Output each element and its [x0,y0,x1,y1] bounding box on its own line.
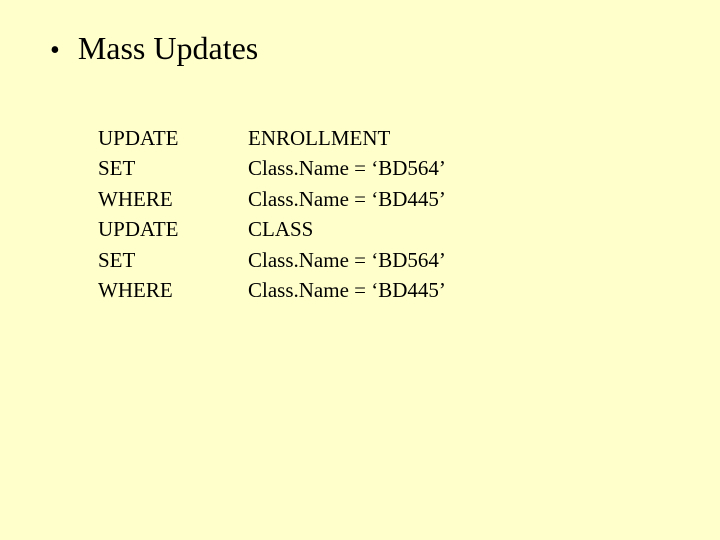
slide: • Mass Updates UPDATE SET WHERE UPDATE S… [0,0,720,336]
bullet-icon: • [50,37,60,65]
sql-values-column: ENROLLMENT Class.Name = ‘BD564’ Class.Na… [248,123,446,306]
sql-keywords-column: UPDATE SET WHERE UPDATE SET WHERE [98,123,248,306]
sql-keyword: WHERE [98,275,248,305]
heading-text: Mass Updates [78,30,258,67]
sql-keyword: UPDATE [98,123,248,153]
sql-value: Class.Name = ‘BD445’ [248,275,446,305]
sql-keyword: WHERE [98,184,248,214]
sql-keyword: SET [98,245,248,275]
sql-value: CLASS [248,214,446,244]
sql-block: UPDATE SET WHERE UPDATE SET WHERE ENROLL… [98,123,680,306]
sql-keyword: UPDATE [98,214,248,244]
sql-value: Class.Name = ‘BD445’ [248,184,446,214]
heading-row: • Mass Updates [50,30,680,67]
sql-value: ENROLLMENT [248,123,446,153]
sql-value: Class.Name = ‘BD564’ [248,245,446,275]
sql-value: Class.Name = ‘BD564’ [248,153,446,183]
sql-keyword: SET [98,153,248,183]
